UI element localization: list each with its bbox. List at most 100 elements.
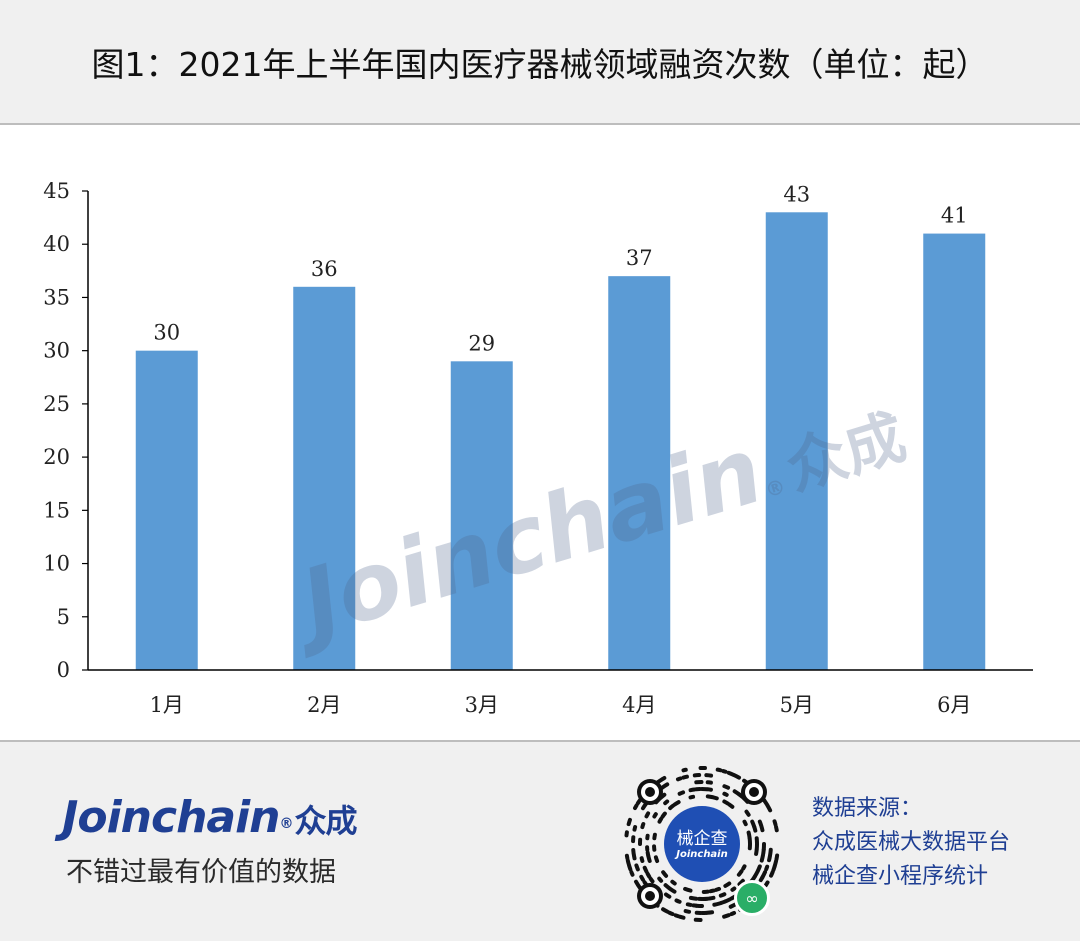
mini-program-icon: ∞ [734,880,770,916]
qr-arc [769,856,770,861]
qr-arc [773,867,774,870]
qr-arc [659,879,661,881]
qr-arc [746,812,748,815]
qr-arc [761,877,763,880]
qr-arc [775,821,776,824]
qr-arc [723,771,725,772]
bar [766,212,828,670]
qr-arc [710,898,714,899]
y-tick-label: 45 [43,179,70,203]
qr-arc [732,913,734,914]
qr-arc [766,867,767,870]
qr-arc [662,814,664,817]
qr-arc [760,822,761,826]
x-tick-label: 6月 [937,693,971,717]
x-tick-label: 4月 [622,693,656,717]
qr-arc [654,814,655,816]
qr-arc [669,913,672,915]
slogan: 不错过最有价值的数据 [66,850,336,889]
bar [923,234,985,670]
qr-arc [714,904,719,905]
qr-arc [680,917,684,918]
qr-center-sub: Joinchain [676,849,727,860]
qr-arc [628,861,629,864]
qr-arc [768,806,771,811]
data-label: 37 [626,246,653,270]
qr-arc [665,801,667,803]
data-label: 30 [153,321,180,345]
qr-arc [724,794,726,795]
qr-arc [688,904,691,905]
qr-arc [642,858,643,861]
qr-arc [676,915,678,916]
qr-arc [734,775,739,778]
qr-arc [732,888,734,889]
data-label: 36 [311,257,338,281]
source-line-3: 械企查小程序统计 [812,860,1010,894]
qr-finder [645,891,655,901]
qr-arc [648,874,650,877]
qr-arc [745,822,746,824]
qr-center-logo: 械企查 Joinchain [664,806,740,882]
qr-arc [642,824,643,827]
qr-arc [636,882,638,885]
bar [293,287,355,670]
qr-arc [724,801,727,803]
source-line-1: 数据来源： [812,792,1010,826]
qr-arc [691,790,695,791]
bar [136,351,198,670]
qr-arc [659,819,661,822]
qr-arc [683,770,685,771]
qr-arc [721,894,725,895]
qr-arc [672,882,674,884]
qr-arc [645,868,647,872]
qr-center-text: 械企查 [677,829,728,849]
source-line-2: 众成医械大数据平台 [812,826,1010,860]
data-label: 41 [941,204,968,228]
x-tick-label: 3月 [465,693,499,717]
qr-arc [683,777,686,778]
qr-arc [629,865,630,869]
data-label: 43 [783,182,810,206]
y-tick-label: 20 [43,445,70,469]
bar [608,276,670,670]
qr-arc [724,786,728,788]
qr-arc [776,827,777,830]
qr-arc [648,853,649,856]
qr-arc [754,827,755,831]
data-source: 数据来源： 众成医械大数据平台 械企查小程序统计 [812,792,1010,894]
qr-arc [680,792,683,793]
qr-arc [766,882,768,885]
qr-arc [713,797,716,798]
chart-header: 图1：2021年上半年国内医疗器械领域融资次数（单位：起） [0,0,1080,125]
y-tick-label: 40 [43,232,70,256]
brand-logo-reg: ® [280,816,293,832]
x-tick-label: 2月 [307,693,341,717]
brand-logo: Joinchain®众成 [62,792,357,843]
qr-arc [776,855,777,859]
qr-arc [762,855,763,860]
qr-arc [663,909,667,911]
qr-arc [646,813,648,816]
qr-arc [663,784,668,787]
qr-arc [651,879,653,882]
qr-arc [729,804,732,806]
qr-arc [629,820,630,824]
qr-arc [666,885,670,888]
qr-arc [691,797,694,798]
bar-chart: 051015202530354045301月362月293月374月435月41… [0,125,1080,740]
qr-arc [678,778,680,779]
y-tick-label: 15 [43,498,70,522]
qr-code[interactable]: 械企查 Joinchain ∞ [622,764,782,924]
qr-arc [718,770,721,771]
footer: Joinchain®众成 不错过最有价值的数据 械企查 Joinchain ∞ … [0,740,1080,941]
qr-arc [725,884,729,886]
qr-arc [686,911,689,912]
qr-arc [656,857,657,861]
y-tick-label: 30 [43,339,70,363]
qr-arc [771,872,773,876]
qr-arc [635,827,636,830]
qr-finder [749,787,759,797]
qr-arc [691,898,696,899]
data-label: 29 [468,331,495,355]
